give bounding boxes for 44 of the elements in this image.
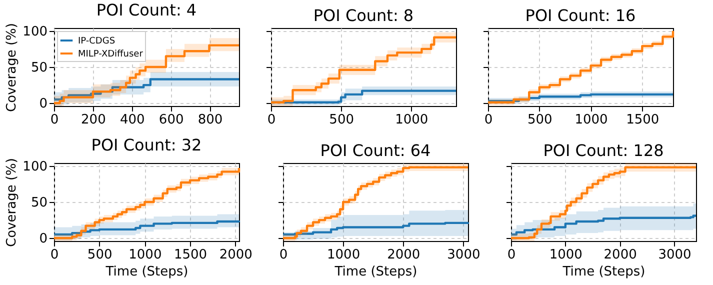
- y-axis-title: Coverage (%): [4, 158, 20, 247]
- x-tick-label: 1000: [128, 248, 162, 262]
- x-axis-title: Time (Steps): [562, 264, 646, 280]
- x-tick-label: 2000: [387, 248, 420, 262]
- chart-title: POI Count: 32: [91, 136, 202, 155]
- x-tick-label: 400: [120, 112, 145, 128]
- y-tick-label: 50: [30, 196, 48, 210]
- x-tick-label: 500: [329, 112, 354, 128]
- y-tick-label: 0: [39, 232, 48, 247]
- x-tick-label: 200: [81, 112, 106, 128]
- x-tick-label: 500: [527, 112, 552, 128]
- legend-label: IP-CDGS: [78, 36, 116, 46]
- x-tick-label: 800: [198, 112, 223, 128]
- legend-label: MILP-XDiffuser: [78, 50, 144, 60]
- x-tick-label: 1000: [395, 112, 428, 128]
- chart-title: POI Count: 8: [313, 6, 414, 25]
- x-tick-label: 0: [507, 248, 516, 262]
- x-tick-label: 3000: [658, 248, 692, 262]
- y-tick-label: 100: [22, 159, 48, 174]
- chart-title: POI Count: 16: [525, 6, 636, 25]
- x-tick-label: 3000: [447, 248, 480, 262]
- x-tick-label: 600: [158, 112, 184, 128]
- y-tick-label: 50: [30, 60, 48, 76]
- x-tick-label: 1500: [174, 248, 208, 262]
- chart-title: POI Count: 4: [96, 0, 197, 20]
- x-tick-label: 0: [267, 112, 276, 128]
- x-tick-label: 1000: [549, 248, 582, 262]
- x-tick-label: 1000: [574, 112, 608, 128]
- y-tick-label: 100: [22, 24, 48, 40]
- x-tick-label: 1000: [327, 248, 360, 262]
- y-axis-title: Coverage (%): [4, 23, 20, 112]
- chart-title: POI Count: 128: [543, 141, 664, 160]
- x-tick-label: 0: [484, 112, 493, 128]
- x-axis-title: Time (Steps): [334, 264, 418, 280]
- y-tick-label: 0: [39, 96, 48, 112]
- chart-title: POI Count: 64: [320, 141, 431, 160]
- x-tick-label: 2000: [219, 248, 252, 262]
- x-tick-label: 1500: [626, 112, 660, 128]
- x-tick-label: 0: [50, 112, 59, 128]
- x-tick-label: 0: [50, 248, 59, 262]
- x-axis-title: Time (Steps): [104, 264, 188, 280]
- x-tick-label: 2000: [604, 248, 637, 262]
- x-tick-label: 500: [87, 248, 112, 262]
- x-tick-label: 0: [279, 248, 288, 262]
